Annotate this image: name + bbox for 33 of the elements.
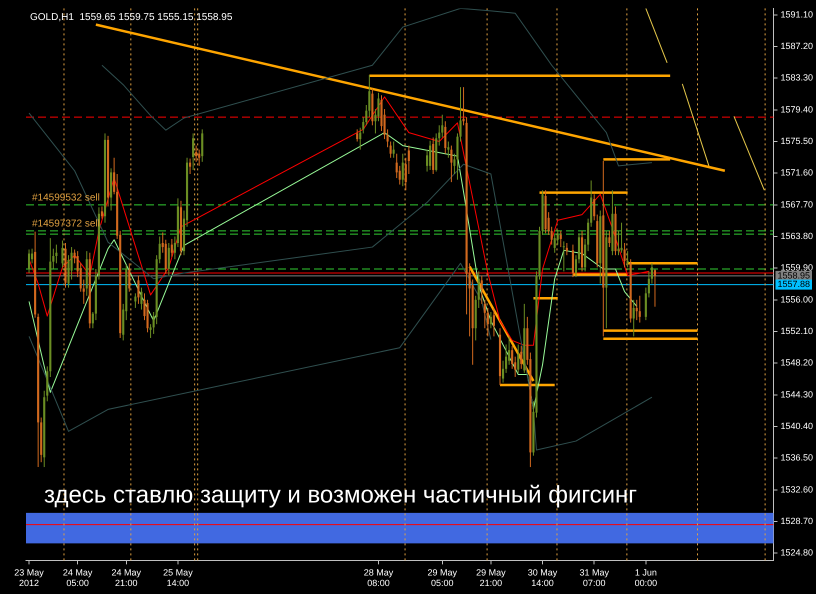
x-tick-label: 23 May 2012 xyxy=(14,567,44,588)
x-tick-label: 24 May 05:00 xyxy=(62,567,93,588)
chart-title: GOLD,H1 1559.65 1559.75 1555.15 1558.95 xyxy=(30,12,233,24)
y-tick-label: 1579.40 xyxy=(780,104,814,114)
x-tick-label: 31 May 07:00 xyxy=(579,567,610,588)
y-tick-label: 1532.60 xyxy=(780,484,814,494)
y-tick-label: 1524.80 xyxy=(780,548,814,558)
ref-line-label: #14599532 sell xyxy=(32,192,100,204)
y-tick-label: 1536.50 xyxy=(780,452,814,463)
y-tick-label: 1591.10 xyxy=(780,9,814,20)
x-tick-label: 1 Jun 00:00 xyxy=(634,567,658,588)
x-tick-label: 29 May 21:00 xyxy=(476,567,506,588)
y-tick-label: 1540.40 xyxy=(780,420,814,431)
x-tick-label: 28 May 08:00 xyxy=(364,567,394,588)
y-tick-label: 1563.80 xyxy=(780,230,814,241)
x-tick-label: 25 May 14:00 xyxy=(163,567,194,588)
y-tick-label: 1571.60 xyxy=(780,168,814,178)
y-tick-label: 1583.30 xyxy=(780,72,814,83)
x-tick-label: 30 May 14:00 xyxy=(528,567,558,588)
y-tick-label: 1575.50 xyxy=(780,136,814,146)
y-tick-label: 1556.00 xyxy=(780,294,814,304)
y-tick-label: 1552.10 xyxy=(780,326,814,336)
y-tick-label: 1587.20 xyxy=(780,41,814,52)
y-tick-label: 1567.70 xyxy=(780,199,814,210)
y-tick-label: 1528.70 xyxy=(780,516,814,526)
ref-line-label: 1558.95 xyxy=(777,270,810,280)
y-tick-label: 1544.30 xyxy=(780,389,814,400)
ref-line-label: 1557.88 xyxy=(777,279,810,290)
x-tick-label: 29 May 05:00 xyxy=(428,567,458,588)
annotation: здесь ставлю защиту и возможен частичный фигсинг xyxy=(44,481,638,508)
x-tick-label: 24 May 21:00 xyxy=(112,567,142,588)
y-tick-label: 1548.20 xyxy=(780,358,814,368)
y-tick-label: 1559.90 xyxy=(780,262,814,273)
